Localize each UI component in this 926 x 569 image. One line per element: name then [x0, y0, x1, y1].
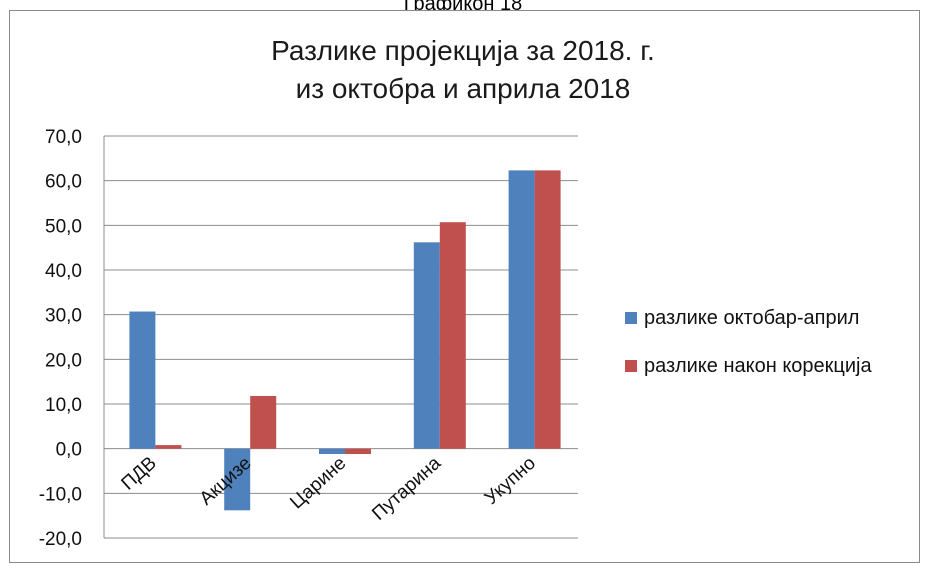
chart-title: Разлике пројекција за 2018. г. из октобр… — [0, 32, 926, 108]
y-tick-label: 60,0 — [45, 172, 82, 193]
legend-swatch-series-1 — [625, 312, 637, 324]
bar-series-2 — [439, 222, 466, 449]
legend-item-series-1: разлике октобар-април — [625, 305, 872, 331]
category-label: Путарина — [368, 452, 445, 524]
bar-series-1 — [129, 311, 156, 449]
legend-item-series-2: разлике након корекција — [625, 353, 872, 379]
y-tick-label: 20,0 — [45, 350, 82, 371]
chart-title-line-2: из октобра и априла 2018 — [295, 73, 631, 104]
bar-series-1 — [508, 170, 535, 449]
y-tick-label: 30,0 — [45, 306, 82, 327]
legend-label-series-2: разлике након корекција — [644, 354, 872, 377]
bar-series-1 — [413, 242, 440, 449]
y-axis-ticks: 70,0 60,0 50,0 40,0 30,0 20,0 10,0 0,0 -10,0 -20,… — [39, 127, 82, 550]
legend-label-series-1: разлике октобар-април — [644, 306, 860, 329]
y-tick-label: -20,0 — [39, 529, 82, 550]
bar-series-1 — [224, 448, 251, 511]
bar-series-2 — [155, 445, 182, 449]
chart-title-line-1: Разлике пројекција за 2018. г. — [271, 35, 655, 66]
y-tick-label: 70,0 — [45, 127, 82, 148]
legend: разлике октобар-април разлике након коре… — [625, 305, 872, 401]
bars — [129, 170, 561, 511]
y-tick-label: 40,0 — [45, 261, 82, 282]
y-tick-label: 0,0 — [56, 440, 82, 461]
y-tick-label: -10,0 — [39, 484, 82, 505]
legend-swatch-series-2 — [625, 360, 637, 372]
category-labels: ПДВ Акцизе Царине Путарина Укупно — [118, 452, 540, 524]
bar-series-2 — [345, 448, 371, 455]
bar-series-2 — [534, 170, 561, 449]
bar-series-2 — [250, 395, 277, 449]
y-tick-label: 50,0 — [45, 216, 82, 237]
category-label: ПДВ — [118, 453, 161, 495]
y-tick-label: 10,0 — [45, 395, 82, 416]
gridlines — [103, 135, 578, 539]
category-label: Укупно — [481, 453, 540, 509]
category-label: Царине — [286, 453, 350, 514]
bar-series-1 — [319, 448, 345, 455]
